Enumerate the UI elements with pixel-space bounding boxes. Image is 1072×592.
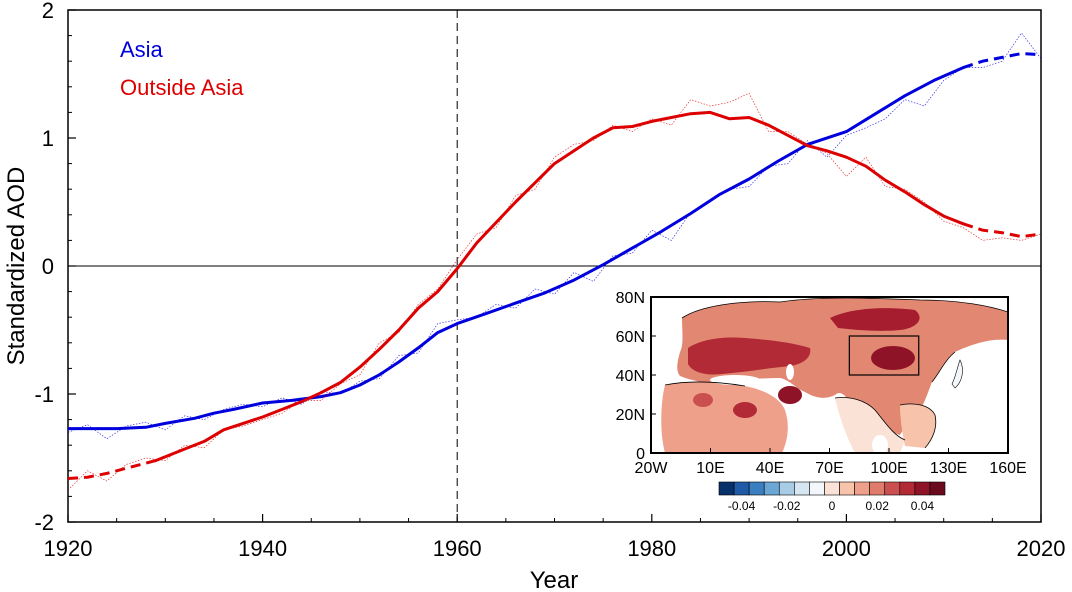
colorbar-swatch [718,481,735,496]
sahara-hotspot [733,402,757,418]
colorbar-swatch [884,481,901,496]
inset-lat-label: 60N [616,329,645,346]
siberia-hotspot [830,308,920,331]
colorbar-swatch [869,481,886,496]
inset-lon-label: 100E [870,460,907,477]
asia-smoothed-line [68,66,965,431]
colorbar-swatch [778,481,795,496]
colorbar-swatch [733,481,750,496]
legend-asia: Asia [120,37,164,62]
inset-map: 0 20N 40N 60N 80N 20W 10E 40E 70E 100E 130E 160E -… [600,285,1040,513]
outside-asia-projection-end-line [962,222,1041,239]
japan-land [951,359,963,389]
colorbar-tick-label: 0.02 [866,499,890,513]
colorbar-swatch [914,481,931,496]
inset-lon-ticks: 20W 10E 40E 70E 100E 130E 160E [635,448,1027,477]
africa-landmass [661,382,788,453]
inset-map-field [651,297,1009,455]
y-tick-label: 2 [42,0,54,23]
europe-hotspot [688,337,811,375]
y-tick-label: 1 [42,126,54,151]
inset-lat-label: 0 [636,446,645,463]
colorbar-swatch [824,481,840,496]
colorbar-swatch [794,481,810,496]
x-tick-label: 1980 [627,536,676,561]
colorbar [718,481,946,496]
colorbar-swatch [748,481,765,496]
x-axis-title: Year [530,567,579,592]
inset-lon-label: 40E [756,460,784,477]
inset-lon-label: 160E [989,460,1026,477]
colorbar-swatch [839,481,855,496]
x-tick-label: 1920 [44,536,93,561]
y-axis-ticks: -2 -1 0 1 2 [34,0,76,535]
y-tick-label: -2 [34,510,54,535]
colorbar-tick-label: -0.02 [773,499,801,513]
inset-lat-ticks: 0 20N 40N 60N 80N [616,290,656,463]
x-tick-label: 2000 [822,536,871,561]
legend-outside-asia: Outside Asia [120,75,244,100]
mideast-hotspot [778,386,802,404]
bay-of-bengal [872,435,888,455]
colorbar-tick-label: 0.04 [911,499,935,513]
mediterranean [710,375,760,385]
colorbar-swatch [809,481,825,496]
x-tick-label: 1940 [238,536,287,561]
y-tick-label: 0 [42,254,54,279]
west-africa-hotspot [693,393,713,407]
y-tick-label: -1 [34,382,54,407]
colorbar-swatch [763,481,780,496]
colorbar-swatch [854,481,870,496]
colorbar-swatch [899,481,916,496]
inset-lat-label: 80N [616,290,645,307]
inset-lon-label: 10E [696,460,724,477]
inset-lat-label: 20N [616,407,645,424]
colorbar-ticks: -0.04 -0.02 0 0.02 0.04 [728,499,934,513]
inset-lat-label: 40N [616,368,645,385]
caspian [786,364,794,380]
inset-lon-label: 20W [635,460,669,477]
series-layer [68,32,1041,491]
x-tick-label: 1960 [433,536,482,561]
colorbar-tick-label: 0 [829,499,836,513]
x-tick-label: 2020 [1017,536,1066,561]
inset-lon-label: 70E [815,460,843,477]
se-asia-landmass [900,403,936,448]
colorbar-tick-label: -0.04 [728,499,756,513]
east-asia-hotspot [871,346,915,370]
inset-lon-label: 130E [930,460,967,477]
outside-asia-projection-line [68,459,156,480]
outside-asia-smoothed-line [154,110,965,463]
asia-annual-line [68,32,1041,440]
asia-projection-line [962,51,1041,70]
x-axis-ticks: 1920 1940 1960 1980 2000 2020 [44,514,1066,561]
colorbar-swatch [929,481,946,496]
eurasia-landmass [677,298,1008,435]
y-axis-title: Standardized AOD [3,167,30,366]
coastline [664,297,1009,449]
south-asia-landmass [835,397,905,453]
arabian-sea [816,426,840,454]
region-box [848,335,920,376]
